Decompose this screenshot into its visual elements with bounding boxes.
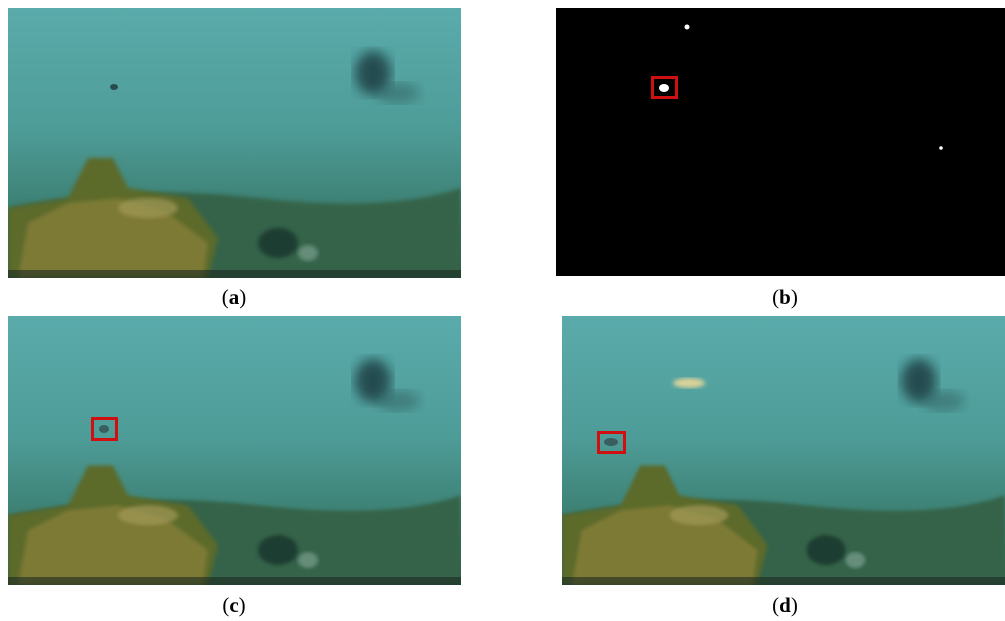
caption: (a)	[222, 285, 247, 309]
caption-part: c	[229, 593, 238, 617]
caption: (b)	[772, 285, 798, 309]
caption-part: (	[772, 593, 779, 617]
panel-b: (b)	[556, 8, 1005, 309]
caption: (c)	[222, 593, 245, 617]
caption-part: (	[222, 285, 229, 309]
caption-part: d	[779, 593, 791, 617]
figure: (a) (b) (c) (d)	[0, 0, 1005, 621]
caption-part: )	[791, 285, 798, 309]
panel-a: (a)	[8, 8, 461, 309]
caption-part: )	[791, 593, 798, 617]
caption-part: )	[239, 593, 246, 617]
panel-d: (d)	[562, 316, 1005, 617]
caption-part: )	[239, 285, 246, 309]
caption-part: (	[772, 285, 779, 309]
caption-part: b	[779, 285, 791, 309]
caption-part: a	[229, 285, 240, 309]
panel-c: (c)	[8, 316, 461, 617]
caption: (d)	[772, 593, 798, 617]
caption-part: (	[222, 593, 229, 617]
